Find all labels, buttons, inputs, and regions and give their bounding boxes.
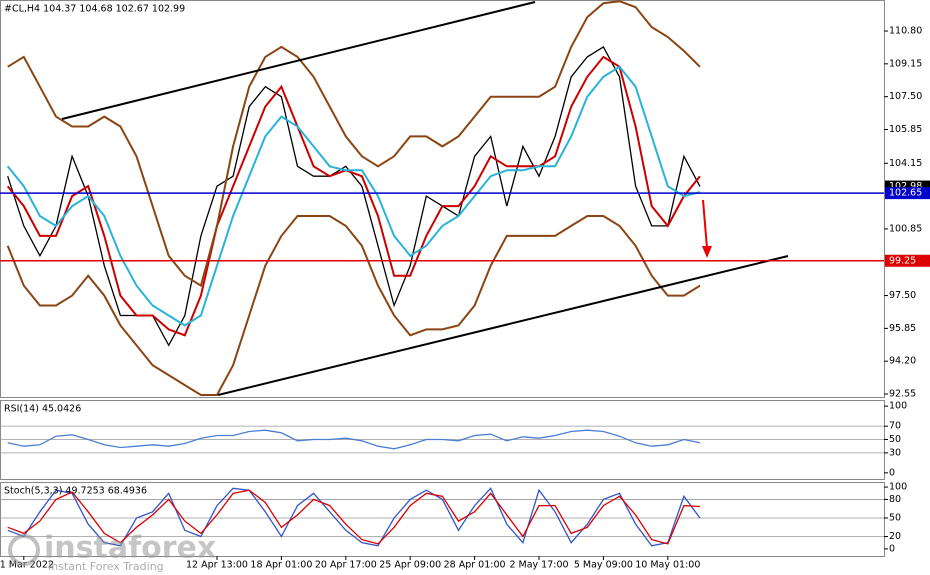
- panel-title: RSI(14) 45.0426: [4, 404, 81, 415]
- y-tick-label: 97.50: [889, 290, 916, 301]
- x-tick-label: 25 Apr 09:00: [379, 560, 441, 571]
- trend-line: [61, 1, 536, 120]
- arrow-head: [702, 246, 712, 258]
- y-tick-label: 20: [889, 531, 901, 542]
- y-tick-label: 50: [889, 434, 901, 445]
- series-line: [7, 429, 701, 450]
- y-tick-label: 70: [889, 421, 901, 432]
- level-label: 102.65: [889, 188, 922, 199]
- watermark-brand: instaforex: [44, 531, 216, 566]
- y-tick-label: 100: [889, 401, 907, 412]
- price-label: 102.98: [889, 181, 922, 192]
- y-tick-label: 92.55: [889, 389, 916, 400]
- series-line: [7, 487, 701, 547]
- panel-frame: [0, 482, 885, 557]
- series-line: [6, 55, 701, 337]
- watermark: instaforex Instant Forex Trading: [8, 531, 216, 573]
- x-tick-label: 18 Apr 01:00: [250, 560, 312, 571]
- level-label-box: [885, 187, 930, 200]
- x-tick-label: 10 May 01:00: [635, 560, 700, 571]
- watermark-tagline: Instant Forex Trading: [48, 560, 164, 573]
- series-line: [6, 215, 701, 396]
- y-tick-label: 107.50: [889, 91, 922, 102]
- level-label-box: [885, 254, 930, 267]
- y-tick-label: 80: [889, 494, 901, 505]
- y-tick-label: 0: [889, 543, 895, 554]
- watermark-logo: [8, 534, 40, 566]
- series-line: [7, 45, 701, 347]
- y-tick-label: 109.15: [889, 58, 922, 69]
- x-tick-label: 20 Apr 17:00: [315, 560, 377, 571]
- y-tick-label: 104.15: [889, 158, 922, 169]
- level-label: 99.25: [889, 255, 916, 266]
- series-line: [7, 0, 701, 288]
- y-tick-label: 0: [889, 467, 895, 478]
- x-tick-label: 2 May 17:00: [509, 560, 568, 571]
- y-tick-label: 95.85: [889, 323, 916, 334]
- x-tick-label: 5 May 09:00: [574, 560, 633, 571]
- trend-line: [217, 255, 789, 396]
- y-tick-label: 94.20: [889, 356, 916, 367]
- x-tick-label: 12 Apr 13:00: [186, 560, 248, 571]
- panel-title: Stoch(5,3,3) 49.7253 68.4936: [4, 486, 147, 497]
- y-tick-label: 30: [889, 447, 901, 458]
- series-line: [7, 489, 701, 545]
- panel-title: #CL,H4 104.37 104.68 102.67 102.99: [4, 4, 185, 15]
- x-tick-label: 28 Apr 01:00: [444, 560, 506, 571]
- y-tick-label: 50: [889, 512, 901, 523]
- arrow-shaft: [702, 199, 708, 249]
- y-tick-label: 110.80: [889, 26, 922, 37]
- y-tick-label: 100.85: [889, 223, 922, 234]
- y-tick-label: 105.85: [889, 124, 922, 135]
- y-tick-label: 100: [889, 482, 907, 493]
- panel-frame: [0, 0, 885, 398]
